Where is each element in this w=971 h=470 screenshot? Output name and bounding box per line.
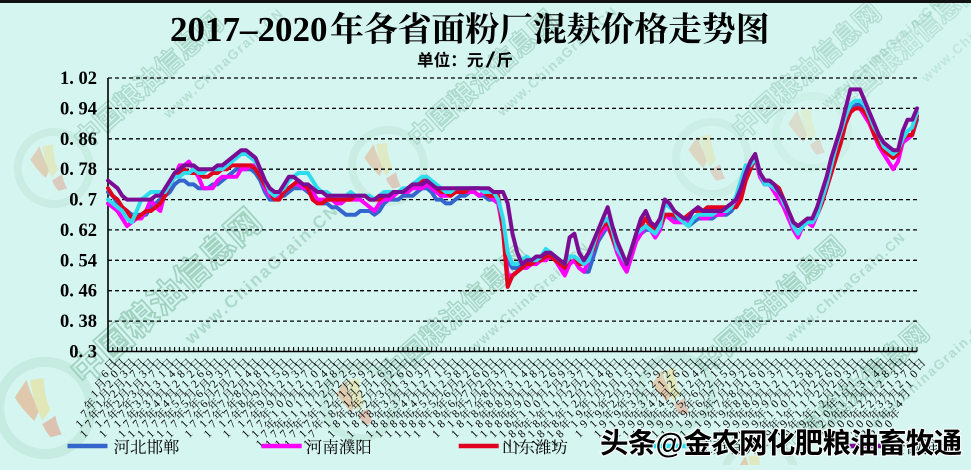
svg-text:0. 54: 0. 54 [60,251,97,271]
svg-text:2017–2020: 2017–2020 [170,10,328,49]
svg-text:0. 62: 0. 62 [60,221,97,241]
svg-text:0. 38: 0. 38 [60,312,97,332]
svg-text:0. 94: 0. 94 [60,99,97,119]
svg-text:0. 46: 0. 46 [60,282,97,302]
svg-text:0. 78: 0. 78 [60,160,97,180]
svg-text:1. 02: 1. 02 [60,69,97,89]
svg-text:0. 86: 0. 86 [60,130,97,150]
svg-text:0. 7: 0. 7 [69,191,97,211]
svg-text:0. 3: 0. 3 [69,343,97,363]
